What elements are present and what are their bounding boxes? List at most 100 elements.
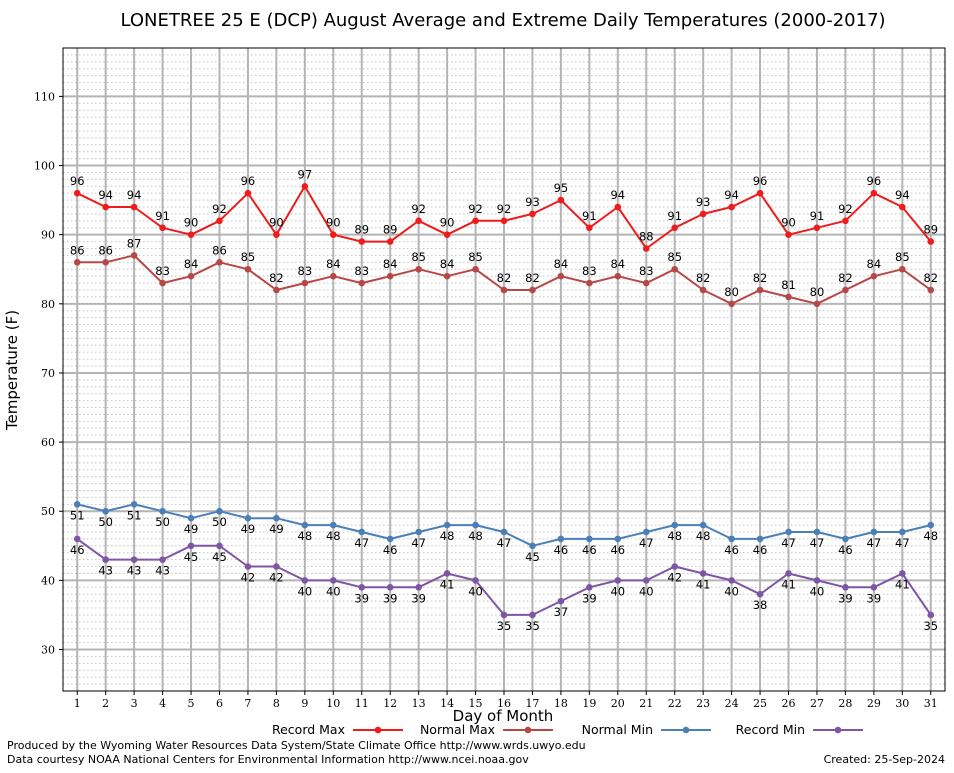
x-tick-label: 29 bbox=[867, 697, 881, 710]
normal-max-point bbox=[699, 286, 707, 294]
normal-min-data-label: 49 bbox=[184, 522, 199, 536]
record-min-point bbox=[472, 577, 479, 584]
record-max-data-label: 96 bbox=[70, 174, 85, 188]
normal-min-data-label: 47 bbox=[895, 536, 910, 550]
normal-min-point bbox=[102, 507, 109, 515]
record-max-point bbox=[728, 203, 735, 211]
record-min-point bbox=[529, 611, 536, 619]
record-max-point bbox=[159, 224, 166, 232]
normal-min-point bbox=[785, 528, 792, 536]
normal-max-point bbox=[443, 272, 451, 280]
normal-min-point bbox=[415, 528, 422, 536]
normal-max-point bbox=[557, 272, 565, 280]
record-min-data-label: 42 bbox=[667, 571, 682, 585]
footer-data-courtesy: Data courtesy NOAA National Centers for … bbox=[7, 753, 529, 766]
normal-max-point bbox=[273, 286, 280, 294]
series-normal-max: 86 86 87 83 84 86 85 82 83 84 83 84 85 84 85 82 82 84 83 84… bbox=[70, 236, 938, 308]
record-max-point bbox=[699, 210, 707, 218]
x-tick-label: 1 bbox=[74, 697, 81, 710]
normal-max-data-label: 82 bbox=[923, 271, 938, 285]
y-tick-label: 110 bbox=[34, 90, 55, 103]
legend-label: Record Max bbox=[272, 722, 345, 737]
x-tick-label: 11 bbox=[355, 697, 369, 710]
normal-min-data-label: 47 bbox=[411, 536, 426, 550]
normal-max-point bbox=[870, 272, 878, 280]
normal-min-data-label: 48 bbox=[298, 529, 313, 543]
normal-max-point bbox=[244, 265, 252, 273]
normal-min-data-label: 50 bbox=[212, 515, 227, 529]
record-min-point bbox=[785, 570, 792, 577]
record-max-data-label: 93 bbox=[525, 195, 540, 209]
record-min-data-label: 39 bbox=[582, 591, 597, 605]
x-tick-label: 9 bbox=[301, 697, 308, 710]
record-max-data-label: 94 bbox=[895, 188, 910, 202]
normal-max-point bbox=[415, 265, 422, 273]
record-max-point bbox=[842, 217, 849, 225]
normal-max-point bbox=[216, 259, 223, 266]
record-max-point bbox=[870, 189, 878, 197]
normal-max-data-label: 85 bbox=[468, 250, 483, 264]
record-max-data-label: 90 bbox=[269, 216, 284, 230]
normal-max-data-label: 83 bbox=[354, 264, 369, 278]
record-min-data-label: 45 bbox=[184, 550, 199, 564]
record-max-data-label: 94 bbox=[127, 188, 142, 202]
record-max-point bbox=[244, 189, 252, 197]
normal-min-data-label: 46 bbox=[724, 543, 739, 557]
record-max-point bbox=[386, 238, 394, 245]
record-min-point bbox=[671, 563, 679, 570]
record-max-data-label: 96 bbox=[241, 174, 256, 188]
normal-max-data-label: 84 bbox=[867, 257, 882, 271]
normal-min-point bbox=[642, 528, 650, 536]
record-min-point bbox=[301, 577, 309, 584]
record-min-point bbox=[273, 563, 280, 570]
record-min-point bbox=[614, 577, 622, 584]
record-min-point bbox=[329, 577, 337, 584]
record-max-data-label: 92 bbox=[212, 202, 227, 216]
record-max-data-label: 91 bbox=[810, 209, 825, 223]
y-tick-label: 80 bbox=[41, 298, 55, 311]
footer-created-date: Created: 25-Sep-2024 bbox=[824, 753, 945, 766]
normal-max-data-label: 86 bbox=[212, 243, 227, 257]
normal-min-point bbox=[273, 514, 280, 522]
record-min-data-label: 39 bbox=[383, 591, 398, 605]
normal-min-data-label: 46 bbox=[582, 543, 597, 557]
normal-max-data-label: 84 bbox=[440, 257, 455, 271]
normal-min-point bbox=[443, 521, 451, 529]
record-min-point bbox=[586, 583, 593, 591]
normal-max-data-label: 84 bbox=[554, 257, 569, 271]
normal-min-data-label: 48 bbox=[667, 529, 682, 543]
record-max-data-label: 92 bbox=[497, 202, 512, 216]
x-tick-label: 31 bbox=[924, 697, 938, 710]
x-tick-label: 8 bbox=[273, 697, 280, 710]
record-min-point bbox=[386, 583, 394, 591]
record-max-point bbox=[73, 189, 81, 197]
normal-min-point bbox=[472, 521, 479, 529]
record-max-data-label: 90 bbox=[326, 216, 341, 230]
record-min-data-label: 39 bbox=[411, 591, 426, 605]
normal-min-data-label: 49 bbox=[241, 522, 256, 536]
normal-min-data-label: 48 bbox=[696, 529, 711, 543]
normal-max-point bbox=[187, 272, 195, 280]
normal-min-point bbox=[216, 507, 223, 515]
normal-max-point bbox=[728, 300, 735, 308]
y-tick-label: 60 bbox=[41, 436, 55, 449]
record-min-data-label: 40 bbox=[468, 584, 483, 598]
record-min-data-label: 45 bbox=[212, 550, 227, 564]
normal-max-point bbox=[785, 293, 792, 301]
normal-max-data-label: 87 bbox=[127, 236, 142, 250]
normal-min-data-label: 48 bbox=[923, 529, 938, 543]
x-axis-title: Day of Month bbox=[453, 707, 554, 725]
normal-max-data-label: 84 bbox=[610, 257, 625, 271]
normal-max-data-label: 85 bbox=[895, 250, 910, 264]
record-max-point bbox=[301, 182, 309, 190]
record-min-data-label: 35 bbox=[525, 619, 540, 633]
record-max-data-label: 94 bbox=[98, 188, 113, 202]
record-min-data-label: 40 bbox=[610, 584, 625, 598]
legend-label: Normal Min bbox=[582, 722, 653, 737]
record-min-point bbox=[415, 583, 422, 591]
record-min-data-label: 43 bbox=[98, 564, 113, 578]
normal-min-point bbox=[842, 535, 849, 543]
normal-max-point bbox=[329, 272, 337, 280]
normal-max-point bbox=[159, 279, 166, 287]
